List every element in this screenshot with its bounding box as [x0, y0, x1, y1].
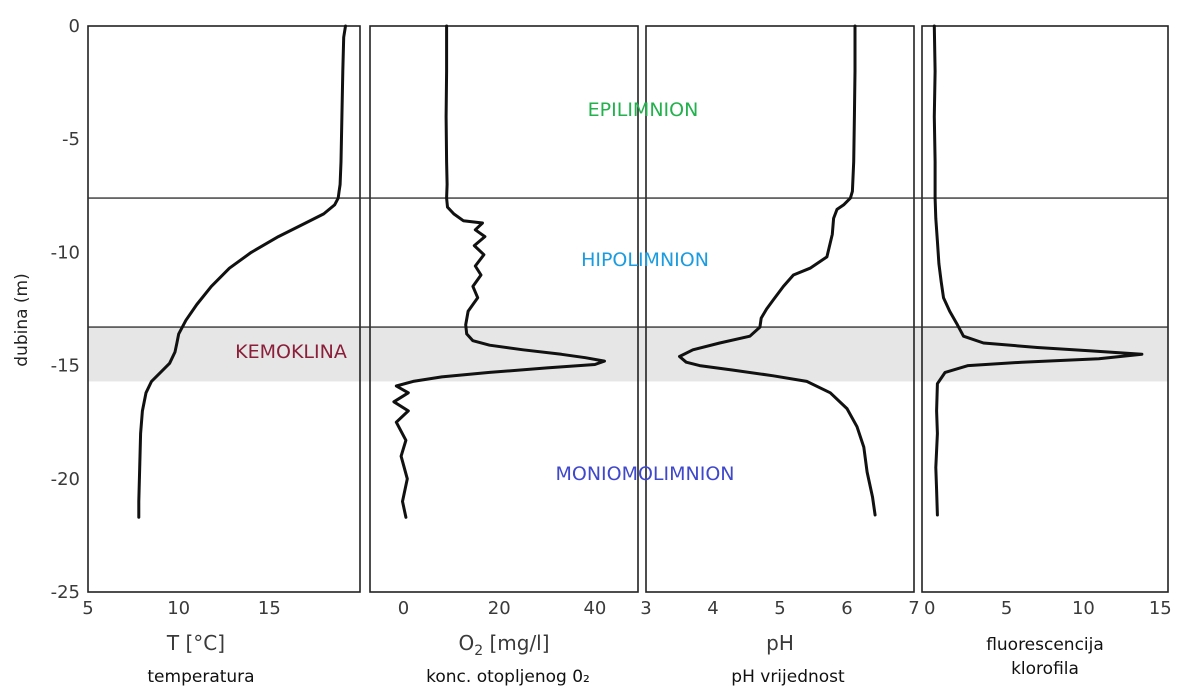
temperature-curve: [137, 24, 347, 519]
fluorescence-subtitle-line1: fluorescencija: [986, 635, 1104, 655]
fluorescence-subtitle-line2: klorofila: [1011, 659, 1079, 679]
x-tick-label: 3: [640, 598, 651, 619]
x-tick-label: 10: [1072, 598, 1095, 619]
ph-panel-frame: [645, 25, 915, 593]
x-tick-label: 15: [1149, 598, 1172, 619]
oxygen-panel-frame: [369, 25, 639, 593]
temperature-subtitle: temperatura: [147, 667, 254, 687]
x-tick-label: 20: [488, 598, 511, 619]
x-tick-label: 7: [908, 598, 919, 619]
x-tick-label: 10: [167, 598, 190, 619]
zone-label-epilimnion: EPILIMNION: [588, 99, 699, 121]
fluorescence-curve: [932, 24, 1144, 517]
zone-label-kemoklina: KEMOKLINA: [235, 341, 347, 363]
ph-axis-title: pH: [766, 631, 794, 655]
temperature-panel-frame: [87, 25, 361, 593]
oxygen-subtitle: konc. otopljenog 0₂: [426, 667, 590, 687]
x-tick-label: 6: [841, 598, 852, 619]
oxygen-curve: [392, 24, 606, 519]
zone-label-moniomolimnion: MONIOMOLIMNION: [555, 463, 734, 485]
y-tick-label: -25: [51, 582, 80, 603]
x-tick-label: 15: [258, 598, 281, 619]
temperature-x-ticks: 5 10 15: [82, 598, 281, 619]
oxygen-axis-title: O2 [mg/l]: [458, 631, 549, 659]
oxygen-axis-title-unit: [mg/l]: [483, 631, 549, 655]
x-tick-label: 40: [583, 598, 606, 619]
oxygen-axis-title-sub: 2: [474, 643, 483, 659]
y-axis-label: dubina (m): [12, 273, 32, 367]
fluorescence-x-ticks: 0 5 10 15: [924, 598, 1172, 619]
x-tick-label: 5: [774, 598, 785, 619]
ph-curve: [678, 24, 877, 517]
x-tick-label: 4: [707, 598, 718, 619]
x-tick-label: 5: [1001, 598, 1012, 619]
ph-x-ticks: 3 4 5 6 7: [640, 598, 919, 619]
y-tick-label: 0: [69, 16, 80, 37]
temperature-axis-title: T [°C]: [166, 631, 225, 655]
x-tick-label: 5: [82, 598, 93, 619]
ph-subtitle: pH vrijednost: [731, 667, 845, 687]
oxygen-axis-title-main: O: [458, 631, 474, 655]
y-tick-label: -20: [51, 469, 80, 490]
zone-label-hipolimnion: HIPOLIMNION: [581, 249, 709, 271]
y-axis-ticks: 0 -5 -10 -15 -20 -25: [51, 16, 80, 603]
y-tick-label: -5: [62, 129, 80, 150]
y-tick-label: -15: [51, 356, 80, 377]
fluorescence-panel-frame: [921, 25, 1169, 593]
x-tick-label: 0: [924, 598, 935, 619]
chemocline-band: [88, 327, 1168, 382]
x-tick-label: 0: [398, 598, 409, 619]
oxygen-x-ticks: 0 20 40: [398, 598, 607, 619]
y-tick-label: -10: [51, 242, 80, 263]
